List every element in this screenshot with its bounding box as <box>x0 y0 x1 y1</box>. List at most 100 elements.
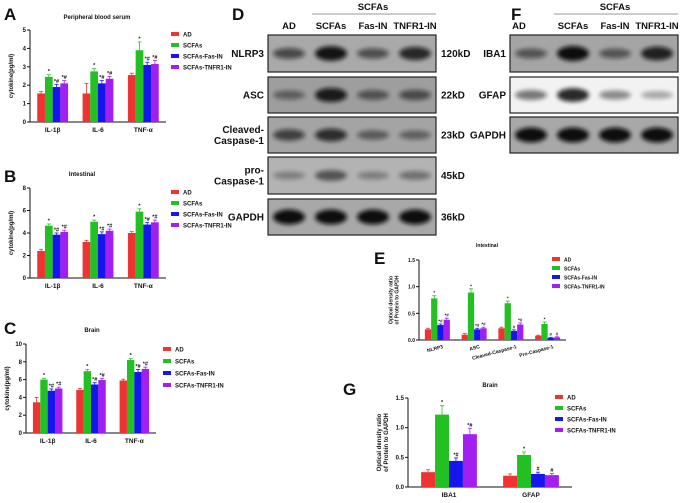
protein-band <box>315 209 347 225</box>
y-axis-label-line: of Protein to GAPDH <box>395 275 401 324</box>
chart-title: Intestinal <box>476 243 499 249</box>
significance-mark: # <box>536 467 539 473</box>
lane-label: SCFAs <box>316 21 347 32</box>
legend-swatch <box>171 32 179 36</box>
legend-swatch <box>171 223 179 227</box>
protein-band <box>357 89 389 101</box>
significance-mark: * <box>93 215 96 221</box>
x-tick-label: IL-1β <box>40 438 56 445</box>
bar-scfas-fas-in <box>143 64 152 122</box>
significance-mark: * <box>138 203 141 209</box>
chart-panel-G: G Brain 0.0 0.5 1.0 1.5 Optical density ratioo… <box>343 380 616 499</box>
y-tick-label: 6 <box>19 378 23 384</box>
legend-label: AD <box>564 258 572 264</box>
y-tick-label: 0 <box>23 120 27 126</box>
protein-label: NLRP3 <box>231 49 264 60</box>
significance-mark: * <box>470 283 472 288</box>
lane-label: TNFR1-IN <box>635 21 678 32</box>
y-tick-label: 1.5 <box>396 396 405 402</box>
lane-label: AD <box>282 21 296 32</box>
legend-swatch <box>552 257 560 261</box>
protein-band <box>273 129 305 141</box>
significance-mark: *# <box>445 313 450 318</box>
bar-scfas-fas-in <box>474 329 481 340</box>
significance-mark: *# <box>99 75 104 81</box>
legend-swatch <box>555 428 563 432</box>
legend-swatch <box>171 201 179 205</box>
bar-scfas-fas-in <box>134 372 142 433</box>
bar-scfas-fas-in <box>52 87 61 122</box>
significance-mark: *# <box>481 322 486 327</box>
bar-scfas-fas-in <box>98 83 106 122</box>
x-tick-label: IBA1 <box>442 492 457 499</box>
bar-ad <box>498 328 505 340</box>
bar-scfas-fas-in <box>531 473 545 487</box>
bar-scfas <box>431 298 438 340</box>
protein-band <box>557 88 589 102</box>
legend-swatch <box>171 54 179 58</box>
protein-label-line: NLRP3 <box>231 49 264 60</box>
protein-band <box>315 170 347 181</box>
y-tick-label: 4 <box>23 46 27 52</box>
bar-ad <box>82 242 91 278</box>
legend-swatch <box>552 284 560 288</box>
bar-scfas-fas-in <box>449 460 463 487</box>
bar-ad <box>127 75 136 122</box>
lane-label: Fas-IN <box>600 21 629 32</box>
y-tick-label: 2 <box>23 83 27 89</box>
legend-swatch <box>555 406 563 410</box>
protein-label-line: Caspase-1 <box>214 177 264 188</box>
y-tick-label: 1.5 <box>408 258 415 264</box>
y-axis-label-line: of Protein to GAPDH <box>384 413 390 472</box>
bar-scfas-fas-in <box>98 234 106 278</box>
protein-band <box>315 46 347 61</box>
significance-mark: # <box>550 468 553 474</box>
significance-mark: *# <box>475 323 480 328</box>
protein-band <box>315 128 347 142</box>
significance-mark: *# <box>62 225 67 231</box>
legend-swatch <box>552 266 560 270</box>
significance-mark: * <box>93 63 96 69</box>
significance-mark: *# <box>54 228 59 234</box>
bar-ad <box>461 334 468 340</box>
bar-scfas-tnfr1-in <box>55 388 63 433</box>
protein-band <box>399 130 431 140</box>
y-axis-label: Optical density ratioof Protein to GAPDH <box>377 413 390 472</box>
panel-label: F <box>511 5 521 24</box>
significance-mark: # <box>549 332 552 337</box>
lane-label: SCFAs <box>558 21 589 32</box>
bar-ad <box>37 251 45 278</box>
protein-band <box>357 130 389 140</box>
bar-scfas <box>83 371 91 433</box>
y-axis-label: cytokine(pg/ml) <box>5 366 11 410</box>
significance-mark: *# <box>49 383 54 389</box>
protein-band <box>399 209 431 225</box>
y-axis-label-line: cytokine(pg/ml) <box>9 54 15 98</box>
protein-label: GAPDH <box>470 131 506 142</box>
legend-label: SCFAs <box>175 360 195 366</box>
molecular-weight-label: 45kD <box>441 171 465 182</box>
protein-band <box>557 46 589 61</box>
protein-label-line: GAPDH <box>228 213 264 224</box>
legend-label: SCFAs <box>183 44 203 50</box>
bar-scfas-fas-in <box>547 337 554 340</box>
significance-mark: *# <box>152 55 157 61</box>
significance-mark: *# <box>62 75 67 81</box>
protein-band <box>515 127 547 143</box>
protein-band <box>273 48 305 59</box>
bar-scfas-tnfr1-in <box>480 328 487 340</box>
lane-label: Fas-IN <box>358 21 387 32</box>
bar-ad <box>82 93 91 122</box>
protein-label-line: Cleaved- <box>222 125 264 136</box>
bar-ad <box>119 380 127 433</box>
x-tick-label: IL-1β <box>45 283 61 290</box>
significance-mark: * <box>130 353 133 359</box>
protein-band <box>273 90 305 100</box>
protein-band <box>641 46 673 61</box>
protein-label-line: pro- <box>245 166 264 177</box>
protein-label: Cleaved-Caspase-1 <box>214 125 264 147</box>
y-tick-label: 8 <box>19 360 23 366</box>
protein-label-line: ASC <box>243 91 264 102</box>
